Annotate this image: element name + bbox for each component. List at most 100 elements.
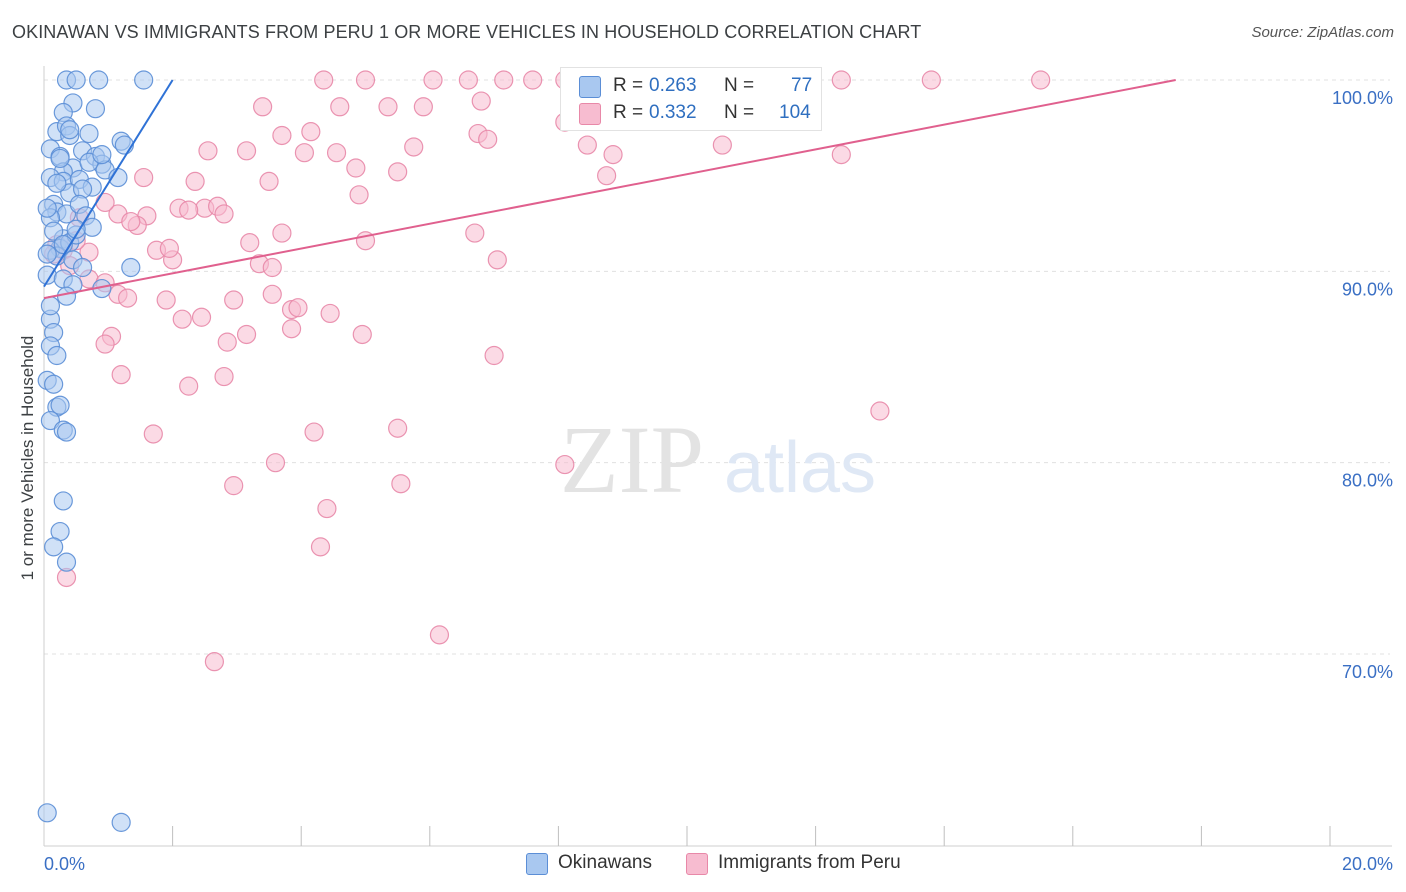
okinawan-point bbox=[121, 257, 141, 278]
peru-point bbox=[870, 401, 890, 421]
okinawan-point bbox=[40, 296, 61, 316]
okinawan-point bbox=[60, 120, 80, 140]
okinawan-point bbox=[50, 148, 70, 169]
okinawan-point bbox=[56, 552, 77, 572]
peru-point bbox=[185, 171, 205, 192]
peru-point bbox=[95, 334, 115, 354]
okinawan-point bbox=[37, 198, 57, 218]
okinawan-point bbox=[89, 70, 109, 90]
peru-point bbox=[494, 70, 514, 90]
peru-point bbox=[487, 250, 507, 270]
x-tick-label: 0.0% bbox=[44, 854, 85, 874]
peru-point bbox=[156, 290, 176, 310]
peru-point bbox=[355, 70, 376, 90]
peru-point bbox=[214, 204, 234, 224]
peru-point bbox=[603, 145, 623, 165]
okinawan-point bbox=[37, 803, 57, 823]
peru-point bbox=[217, 332, 237, 352]
y-tick-label: 90.0% bbox=[1342, 279, 1393, 299]
peru-point bbox=[224, 476, 244, 496]
okinawan-point bbox=[72, 257, 93, 278]
okinawan-point bbox=[44, 374, 64, 394]
okinawan-point bbox=[47, 345, 67, 366]
watermark: ZIP atlas bbox=[560, 406, 876, 513]
grid-layer bbox=[44, 79, 1390, 655]
peru-point bbox=[121, 211, 141, 232]
peru-point bbox=[272, 125, 292, 146]
peru-point bbox=[391, 474, 411, 494]
peru-point bbox=[262, 284, 282, 304]
peru-point bbox=[204, 652, 224, 672]
peru-point bbox=[310, 537, 331, 557]
n-value: 104 bbox=[779, 102, 811, 123]
peru-point bbox=[304, 422, 324, 442]
okinawan-point bbox=[92, 145, 112, 165]
okinawan-point bbox=[50, 395, 70, 415]
okinawan-point bbox=[56, 422, 77, 442]
y-axis-label: 1 or more Vehicles in Household bbox=[18, 335, 37, 581]
peru-point bbox=[143, 424, 163, 444]
peru-point bbox=[388, 162, 408, 182]
peru-point bbox=[179, 376, 199, 396]
peru-point bbox=[352, 324, 372, 345]
peru-point bbox=[388, 418, 408, 438]
peru-point bbox=[465, 223, 485, 243]
peru-point bbox=[272, 223, 292, 243]
peru-point bbox=[1031, 70, 1051, 90]
peru-point bbox=[597, 166, 617, 186]
peru-point bbox=[349, 185, 369, 205]
tick-label-layer: 70.0% 80.0% 90.0% 100.0% 0.0% 20.0% bbox=[44, 88, 1393, 874]
peru-point bbox=[921, 70, 941, 90]
peru-point bbox=[429, 625, 450, 645]
peru-point bbox=[314, 70, 334, 90]
r-label: R = bbox=[613, 102, 644, 123]
peru-point bbox=[413, 97, 433, 117]
okinawan-point bbox=[134, 70, 154, 90]
peru-point bbox=[259, 171, 279, 192]
peru-point bbox=[317, 498, 337, 519]
peru-point bbox=[404, 137, 424, 157]
peru-swatch bbox=[686, 853, 708, 875]
okinawan-point bbox=[44, 537, 64, 557]
peru-point bbox=[224, 290, 244, 310]
peru-point bbox=[236, 324, 257, 345]
okinawan-point bbox=[40, 410, 61, 431]
axis-layer bbox=[43, 66, 1392, 847]
peru-trend-line bbox=[43, 79, 1176, 300]
okinawan-point bbox=[66, 70, 86, 90]
okinawan-point bbox=[56, 286, 77, 306]
peru-point bbox=[458, 70, 478, 90]
peru-point bbox=[423, 70, 443, 90]
peru-point bbox=[281, 319, 302, 339]
peru-point bbox=[236, 141, 257, 161]
peru-point bbox=[478, 129, 498, 149]
peru-point bbox=[577, 135, 597, 155]
points-layer bbox=[37, 70, 1051, 832]
peru-point bbox=[240, 233, 260, 253]
okinawan-point bbox=[114, 135, 134, 155]
n-label: N = bbox=[724, 75, 755, 96]
n-label: N = bbox=[724, 102, 755, 123]
okinawan-point bbox=[53, 491, 73, 511]
okinawans-swatch bbox=[579, 76, 601, 98]
watermark-atlas: atlas bbox=[724, 428, 876, 508]
peru-point bbox=[831, 70, 851, 90]
peru-swatch bbox=[579, 103, 601, 125]
okinawan-point bbox=[111, 812, 131, 832]
trend-layer bbox=[43, 79, 1176, 300]
peru-point bbox=[831, 145, 851, 165]
peru-point bbox=[117, 288, 138, 308]
peru-point bbox=[484, 345, 504, 366]
y-tick-label: 100.0% bbox=[1332, 88, 1393, 108]
peru-point bbox=[320, 303, 340, 324]
stats-legend: R = 0.263 N = 77 R = 0.332 N = 104 bbox=[560, 67, 822, 131]
okinawans-swatch bbox=[526, 853, 548, 875]
okinawan-trend-line bbox=[43, 79, 174, 288]
peru-point bbox=[262, 257, 282, 278]
peru-point bbox=[111, 365, 131, 385]
peru-point bbox=[172, 309, 192, 329]
r-label: R = bbox=[613, 75, 644, 96]
peru-point bbox=[294, 143, 315, 163]
peru-point bbox=[346, 158, 366, 178]
